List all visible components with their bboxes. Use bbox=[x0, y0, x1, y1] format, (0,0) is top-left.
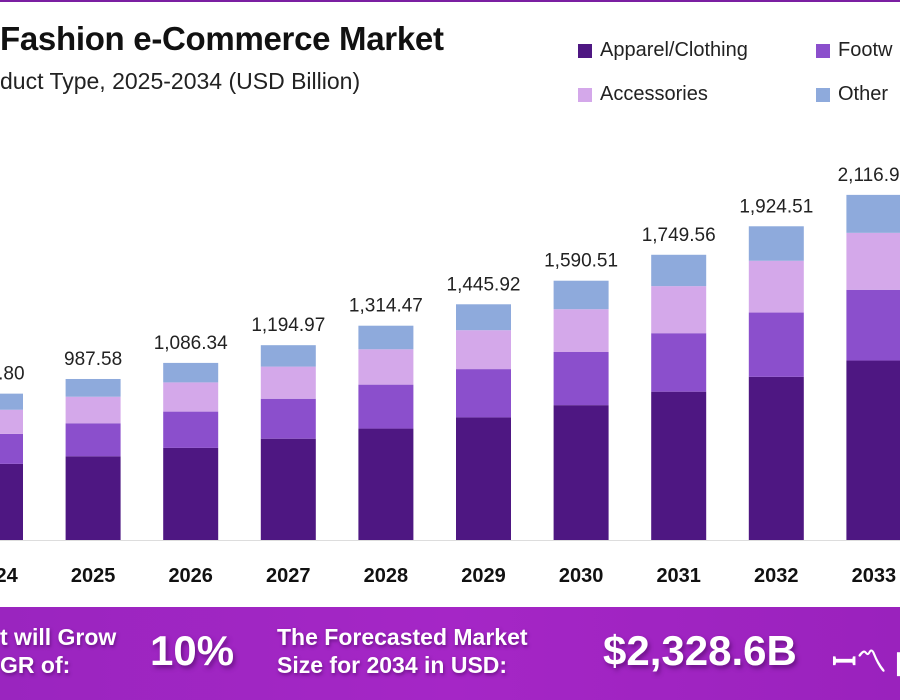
bar-segment-footw-2031 bbox=[651, 333, 707, 392]
total-label-2033: 2,116.97 bbox=[838, 165, 900, 186]
forecast-caption-line1: The Forecasted Market bbox=[277, 624, 528, 650]
bar-segment-footw-2028 bbox=[358, 384, 414, 429]
total-label-2031: 1,749.56 bbox=[642, 225, 716, 246]
bar-segment-apparel-clothing-2025 bbox=[65, 456, 121, 540]
bar-segment-apparel-clothing-2026 bbox=[163, 447, 219, 540]
legend-swatch bbox=[816, 43, 830, 58]
bar-segment-other-2026 bbox=[163, 362, 219, 383]
legend-label: Apparel/Clothing bbox=[600, 39, 748, 61]
total-label-2027: 1,194.97 bbox=[251, 315, 325, 336]
chart-title: Fashion e-Commerce Market bbox=[0, 20, 444, 57]
bar-segment-footw-2030 bbox=[553, 351, 609, 406]
cagr-caption-line1: t will Grow bbox=[0, 624, 117, 650]
bar-segment-other-2031 bbox=[651, 254, 707, 287]
total-label-2026: 1,086.34 bbox=[154, 333, 228, 354]
forecast-value: $2,328.6B bbox=[603, 627, 797, 674]
bar-segment-apparel-clothing-2033 bbox=[846, 360, 900, 540]
bar-segment-accessories-2028 bbox=[358, 349, 414, 385]
bar-segment-accessories-2029 bbox=[456, 330, 511, 370]
x-tick-label-2027: 2027 bbox=[266, 565, 311, 587]
bar-segment-footw-2024 bbox=[0, 433, 23, 464]
legend-swatch bbox=[578, 43, 592, 58]
legend-label: Other bbox=[838, 83, 889, 105]
legend-item-footwear: Footw bbox=[816, 39, 892, 62]
legend-item-apparel: Apparel/Clothing bbox=[578, 39, 748, 62]
summary-banner: t will Grow GR of: 10% The Forecasted Ma… bbox=[0, 607, 900, 700]
bar-segment-other-2025 bbox=[65, 378, 121, 397]
bar-segment-other-2028 bbox=[358, 325, 414, 350]
stacked-bar-chart: 897.80 2024 987.58 2025 1,086.34 2026 1,194.97… bbox=[0, 165, 900, 587]
bar-segment-apparel-clothing-2032 bbox=[748, 376, 804, 540]
cagr-caption-line2: GR of: bbox=[0, 652, 71, 678]
bar-segment-accessories-2031 bbox=[651, 286, 707, 334]
legend-swatch bbox=[816, 87, 830, 102]
bar-segment-apparel-clothing-2024 bbox=[0, 463, 23, 540]
forecast-caption: The Forecasted Market Size for 2034 in U… bbox=[277, 623, 528, 679]
bar-segment-other-2029 bbox=[456, 304, 511, 331]
bar-segment-other-2030 bbox=[553, 280, 609, 310]
bar-segment-other-2027 bbox=[260, 345, 316, 367]
bar-segment-accessories-2026 bbox=[163, 382, 219, 412]
bar-segment-footw-2033 bbox=[846, 289, 900, 361]
bar-segment-other-2033 bbox=[846, 194, 900, 233]
bar-segment-apparel-clothing-2029 bbox=[456, 417, 511, 540]
cagr-value: 10% bbox=[150, 627, 235, 674]
x-tick-label-2025: 2025 bbox=[71, 565, 116, 587]
total-label-2029: 1,445.92 bbox=[447, 274, 521, 295]
legend-label: Footw bbox=[838, 39, 893, 61]
bar-segment-apparel-clothing-2028 bbox=[358, 428, 414, 540]
legend-item-accessories: Accessories bbox=[578, 83, 708, 106]
total-label-2032: 1,924.51 bbox=[739, 196, 813, 217]
brand-logo: ꟷ〽 ▮ bbox=[832, 646, 900, 679]
top-border bbox=[0, 0, 900, 2]
bar-segment-other-2024 bbox=[0, 393, 23, 410]
x-tick-label-2033: 2033 bbox=[852, 565, 897, 587]
total-label-2028: 1,314.47 bbox=[349, 296, 423, 317]
x-tick-label-2030: 2030 bbox=[559, 565, 604, 587]
bar-segment-accessories-2027 bbox=[260, 366, 316, 399]
bar-segment-footw-2027 bbox=[260, 398, 316, 439]
forecast-caption-line2: Size for 2034 in USD: bbox=[277, 652, 508, 678]
cagr-caption: t will Grow GR of: bbox=[0, 623, 116, 679]
x-tick-label-2026: 2026 bbox=[168, 565, 213, 587]
bar-segment-accessories-2030 bbox=[553, 309, 609, 352]
total-label-2025: 987.58 bbox=[64, 349, 122, 370]
bar-segment-apparel-clothing-2027 bbox=[260, 438, 316, 540]
x-tick-label-2031: 2031 bbox=[656, 565, 701, 587]
chart-subtitle: duct Type, 2025-2034 (USD Billion) bbox=[0, 68, 361, 94]
legend-swatch bbox=[578, 87, 592, 102]
x-tick-label-2029: 2029 bbox=[461, 565, 506, 587]
bar-segment-other-2032 bbox=[748, 226, 804, 261]
legend-item-other: Other bbox=[816, 83, 888, 106]
bar-segment-accessories-2024 bbox=[0, 409, 23, 434]
bar-segment-apparel-clothing-2031 bbox=[651, 391, 707, 540]
x-tick-label-2024: 2024 bbox=[0, 565, 19, 587]
total-label-2030: 1,590.51 bbox=[544, 251, 618, 272]
bar-segment-footw-2025 bbox=[65, 423, 121, 457]
total-label-2024: 897.80 bbox=[0, 364, 25, 385]
bar-segment-accessories-2032 bbox=[748, 260, 804, 313]
bar-segment-footw-2029 bbox=[456, 369, 511, 418]
bar-segment-apparel-clothing-2030 bbox=[553, 405, 609, 540]
bar-segment-accessories-2033 bbox=[846, 232, 900, 290]
bar-segment-footw-2026 bbox=[163, 411, 219, 448]
bar-segment-footw-2032 bbox=[748, 312, 804, 377]
x-tick-label-2032: 2032 bbox=[754, 565, 799, 587]
x-tick-label-2028: 2028 bbox=[364, 565, 409, 587]
legend-label: Accessories bbox=[600, 83, 708, 105]
bar-segment-accessories-2025 bbox=[65, 396, 121, 424]
